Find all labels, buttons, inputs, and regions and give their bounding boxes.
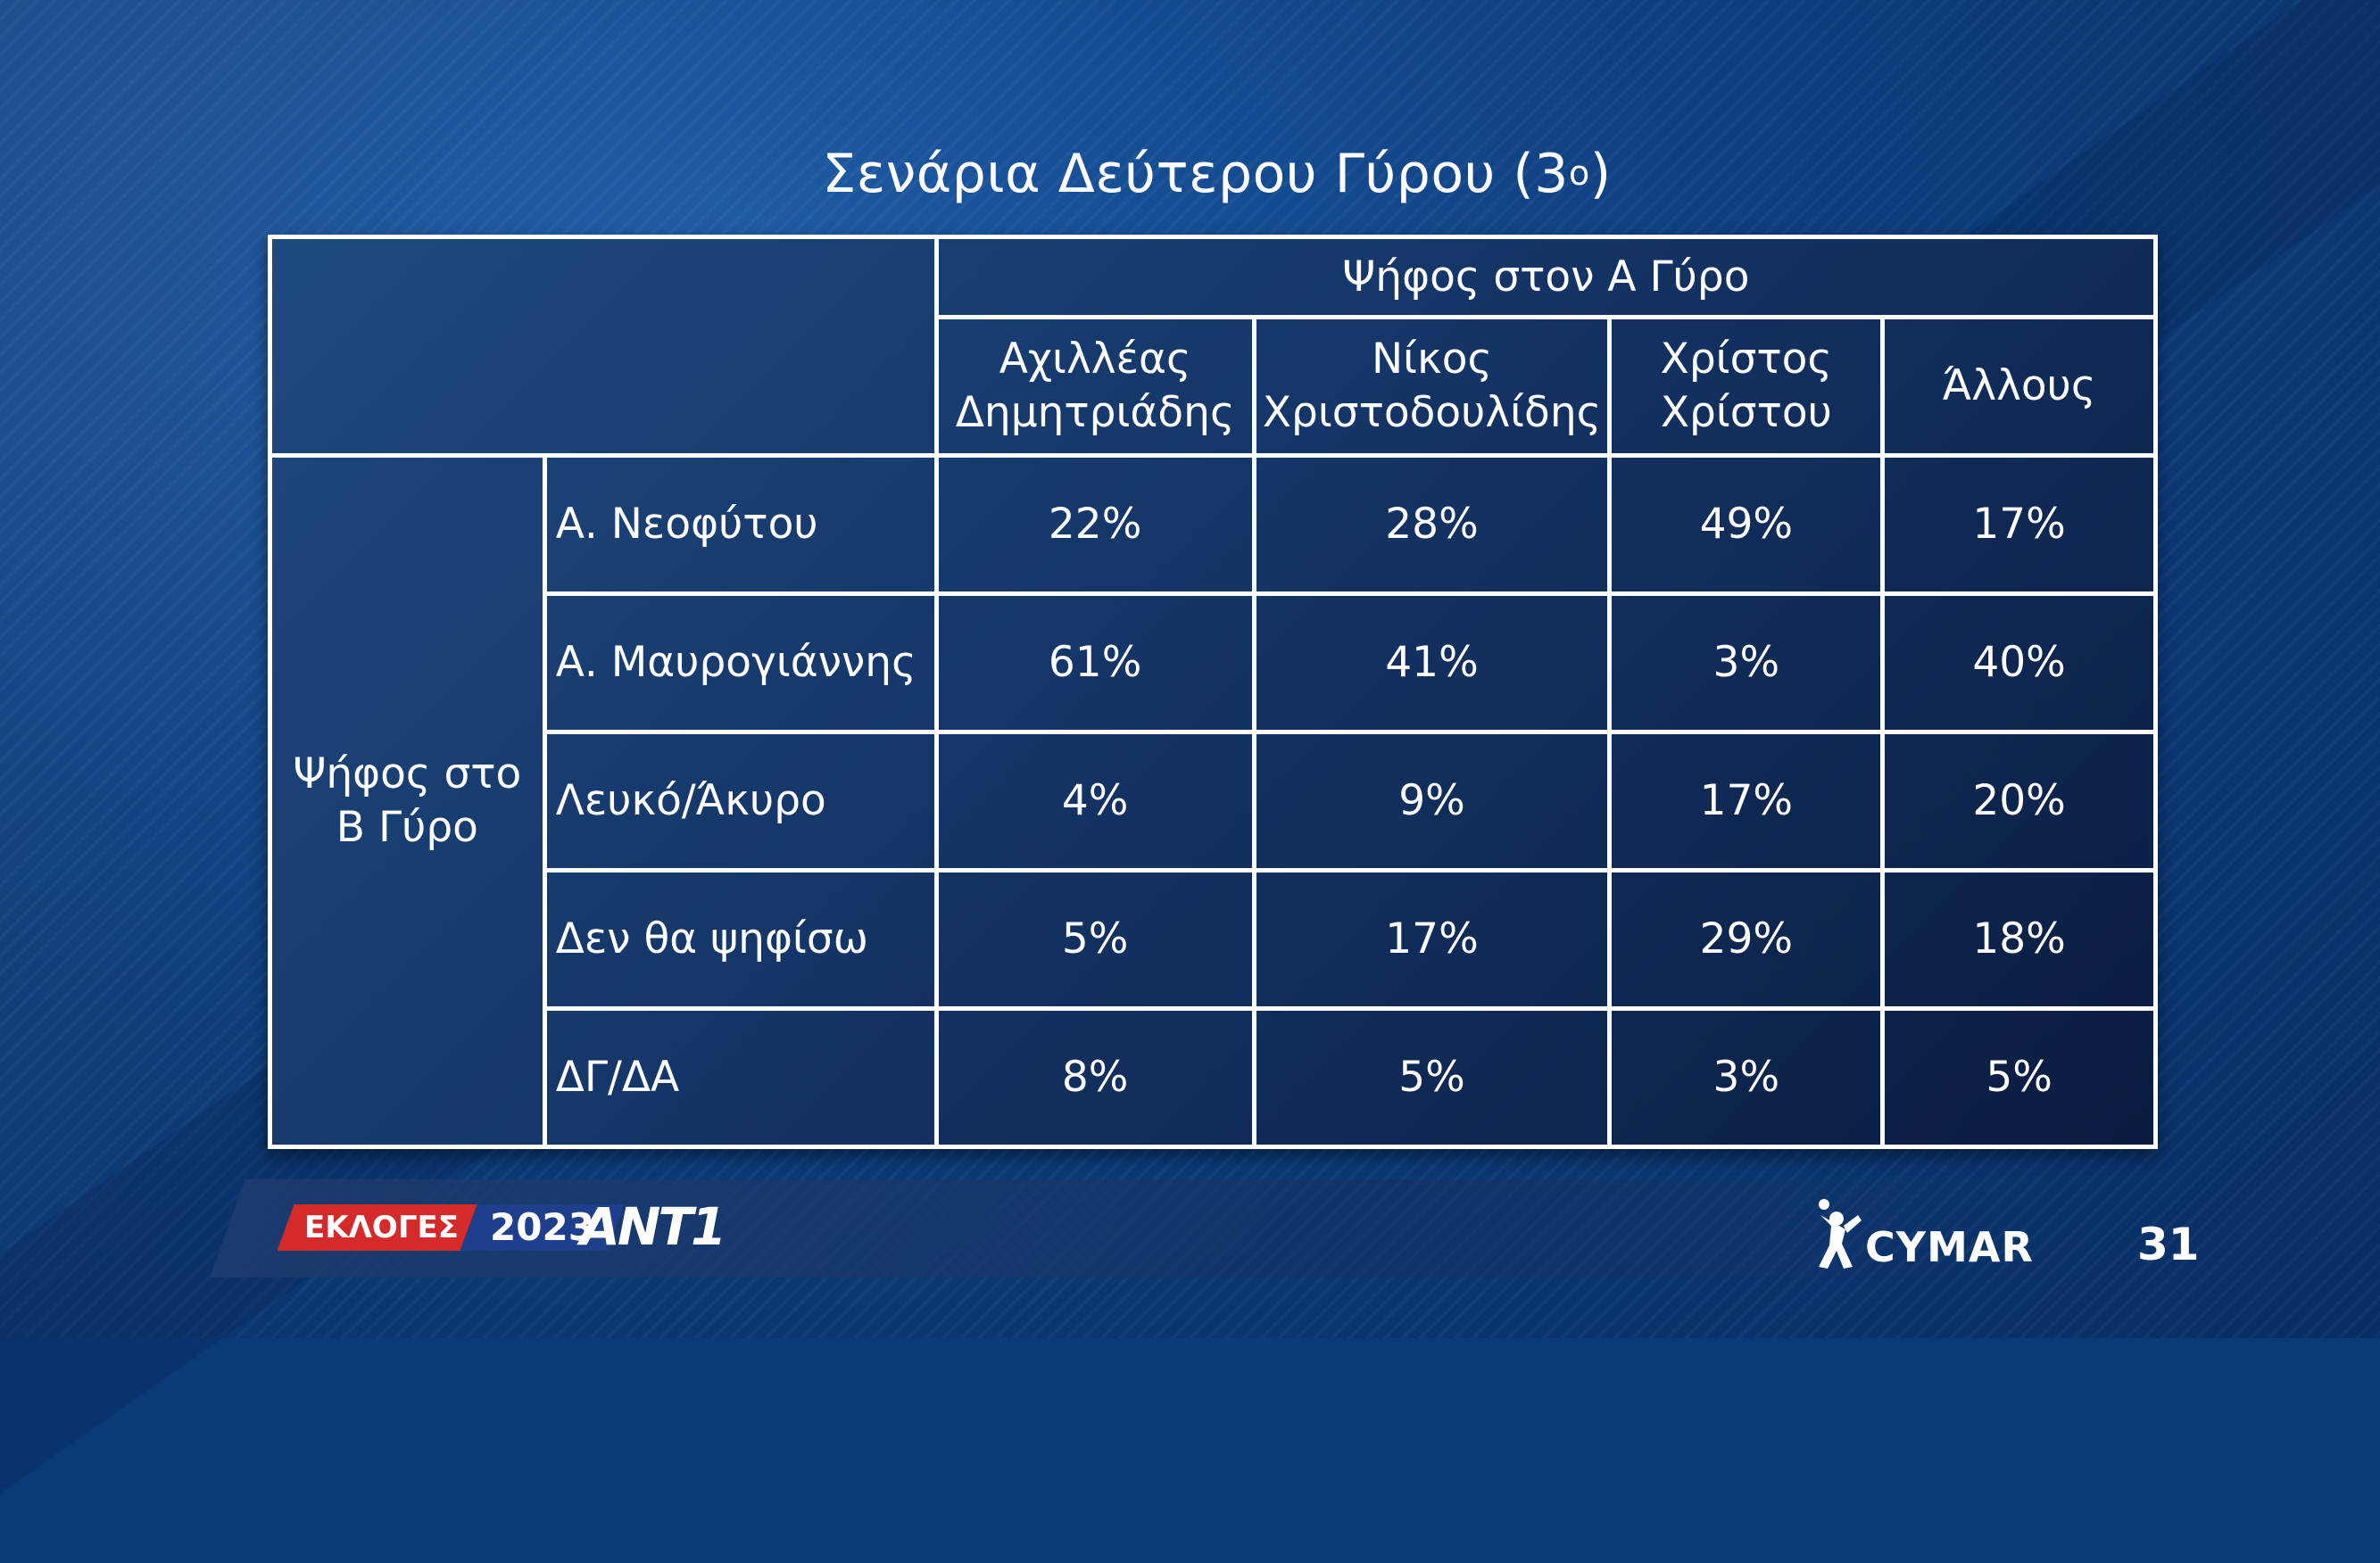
empty-corner-cell [268,235,939,458]
row-label: Λευκό/Άκυρο [542,730,939,872]
value-cell: 61% [933,591,1256,734]
column-header: Νίκος Χριστοδουλίδης [1251,315,1613,458]
value-cell: 5% [1251,1006,1613,1149]
value-cell: 5% [1880,1006,2158,1149]
value-cell: 17% [1880,453,2158,596]
logo-election-label: ΕΚΛΟΓΕΣ [304,1210,459,1245]
slide-title-close: ) [1589,143,1612,205]
value-cell: 5% [933,868,1256,1011]
value-cell: 17% [1251,868,1613,1011]
value-cell: 3% [1607,591,1886,734]
row-label: Α. Μαυρογιάννης [542,591,939,734]
value-cell: 49% [1607,453,1886,596]
row-label: Α. Νεοφύτου [542,453,939,596]
column-header-row: Αχιλλέας Δημητριάδης Νίκος Χριστοδουλίδης … [270,315,2158,458]
value-cell: 29% [1607,868,1886,1011]
column-header: Χρίστος Χρίστου [1607,315,1886,458]
group-header-cell: Ψήφος στον Α Γύρο [933,235,2159,319]
slide-title-text: Σενάρια Δεύτερου Γύρου (3 [822,143,1569,205]
row-group-label: Ψήφος στο Β Γύρο [268,453,547,1149]
value-cell: 41% [1251,591,1613,734]
logo-red-block: ΕΚΛΟΓΕΣ [277,1204,486,1251]
table-row: Λευκό/Άκυρο 4% 9% 17% 20% [270,730,2158,872]
value-cell: 8% [933,1006,1256,1149]
table-header-row: Ψήφος στον Α Γύρο [268,235,2159,458]
value-cell: 4% [933,730,1256,872]
row-label: Δεν θα ψηφίσω [542,868,939,1011]
value-cell: 20% [1880,730,2158,872]
table-row: Ψήφος στο Β Γύρο Α. Νεοφύτου 22% 28% 49% … [268,453,2158,1149]
value-cell: 9% [1251,730,1613,872]
cymar-wordmark: CYMAR [1865,1223,2034,1271]
logo-channel: ANT1 [580,1196,726,1257]
table-row: Δεν θα ψηφίσω 5% 17% 29% 18% [270,868,2158,1011]
column-header: Αχιλλέας Δημητριάδης [933,315,1256,458]
cymar-figure-icon [1819,1199,1862,1269]
value-cell: 40% [1880,591,2158,734]
slide-title-superscript: ο [1568,153,1590,193]
page-number: 31 [2137,1219,2200,1270]
value-cell: 3% [1607,1006,1886,1149]
row-label: ΔΓ/ΔΑ [542,1006,939,1149]
results-table: Ψήφος στον Α Γύρο Αχιλλέας Δημητριάδης Νί… [268,235,2159,1149]
value-cell: 18% [1880,868,2158,1011]
value-cell: 17% [1607,730,1886,872]
table-row: Α. Μαυρογιάννης 61% 41% 3% 40% [270,591,2158,734]
table-row: ΔΓ/ΔΑ 8% 5% 3% 5% [270,1006,2158,1149]
value-cell: 22% [933,453,1256,596]
column-header: Άλλους [1880,315,2158,458]
value-cell: 28% [1251,453,1613,596]
slide-title: Σενάρια Δεύτερου Γύρου (3ο) [0,143,2380,205]
